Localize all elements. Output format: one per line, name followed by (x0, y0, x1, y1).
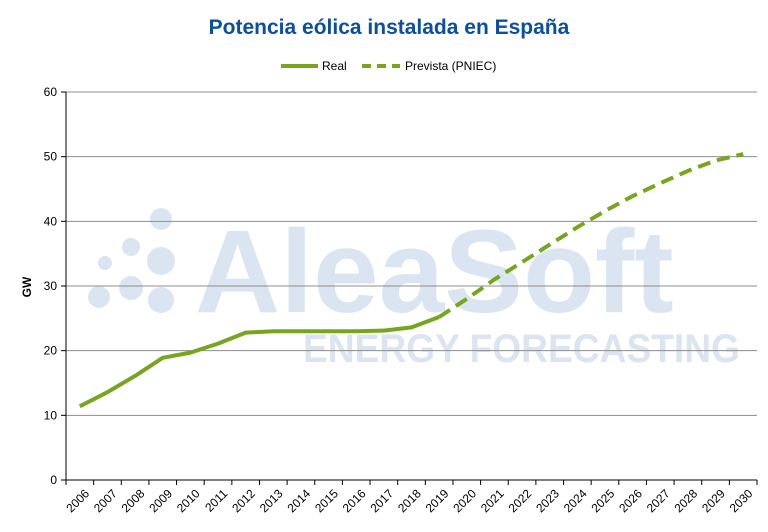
x-tick-label: 2020 (450, 486, 479, 515)
x-tick-label: 2030 (727, 486, 756, 515)
x-tick-label: 2021 (478, 486, 507, 515)
axes (65, 92, 757, 481)
x-tick-label: 2027 (644, 486, 673, 515)
watermark: AleaSoft ENERGY FORECASTING (88, 206, 740, 371)
gridlines (66, 91, 757, 416)
y-tick-label: 10 (44, 408, 58, 422)
x-tick-label: 2006 (63, 486, 92, 515)
y-axis-label: GW (20, 276, 34, 297)
chart-title: Potencia eólica instalada en España (209, 16, 570, 39)
legend-label-prevista: Prevista (PNIEC) (405, 59, 496, 73)
y-tick-label: 30 (44, 279, 58, 293)
x-tick-label: 2018 (395, 486, 424, 515)
x-tick-label: 2022 (506, 486, 535, 515)
y-tick-label: 50 (44, 150, 58, 164)
watermark-tagline: ENERGY FORECASTING (303, 327, 740, 371)
y-tick-label: 40 (44, 214, 58, 228)
legend: Real Prevista (PNIEC) (281, 59, 496, 73)
watermark-brand: AleaSoft (195, 206, 674, 338)
x-tick-label: 2009 (146, 486, 175, 515)
series-line-prevista (438, 152, 744, 319)
x-tick-label: 2014 (285, 486, 314, 515)
x-tick-label: 2010 (174, 486, 203, 515)
series-line-real (78, 315, 440, 409)
x-tick-label: 2025 (589, 486, 618, 515)
x-tick-label: 2024 (561, 486, 590, 515)
x-tick-label: 2026 (616, 486, 645, 515)
y-tick-label: 20 (44, 344, 58, 358)
x-tick-label: 2019 (423, 486, 452, 515)
x-tick-label: 2015 (312, 486, 341, 515)
x-tick-label: 2013 (257, 486, 286, 515)
legend-label-real: Real (322, 59, 347, 73)
y-axis-ticks: 0 10 20 30 40 50 60 (44, 85, 66, 487)
x-tick-label: 2012 (229, 486, 258, 515)
x-tick-label: 2028 (671, 486, 700, 515)
x-tick-label: 2016 (340, 486, 369, 515)
y-tick-label: 60 (44, 85, 58, 99)
aleasoft-dots-logo-icon (88, 208, 175, 313)
x-tick-label: 2011 (202, 486, 230, 514)
x-tick-label: 2017 (367, 486, 396, 515)
plot-area (78, 152, 744, 409)
y-tick-label: 0 (50, 473, 57, 487)
x-tick-label: 2029 (699, 486, 728, 515)
x-tick-label: 2008 (119, 486, 148, 515)
x-tick-label: 2007 (91, 486, 120, 515)
x-tick-label: 2023 (533, 486, 562, 515)
